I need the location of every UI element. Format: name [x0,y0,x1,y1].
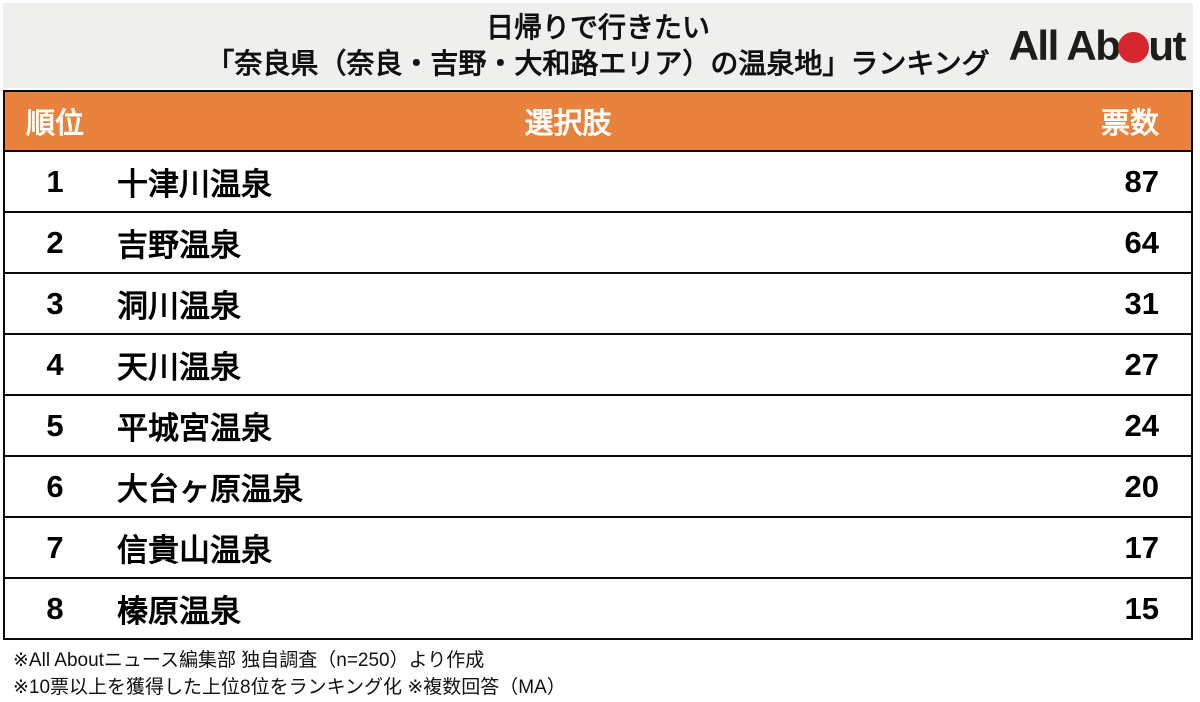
table-row: 6 大台ヶ原温泉 20 [5,457,1191,518]
rank-cell: 6 [46,468,64,504]
rank-cell: 4 [46,346,64,382]
rank-cell: 8 [46,590,64,626]
allabout-logo: All Ab ut [1008,21,1187,69]
onsen-name-cell: 吉野温泉 [117,228,241,263]
footer-note-2: ※10票以上を獲得した上位8位をランキング化 ※複数回答（MA） [13,677,566,698]
title-line2: 「奈良県（奈良・吉野・大和路エリア）の温泉地」ランキング [206,47,990,79]
votes-cell: 15 [1124,590,1159,626]
onsen-name-cell: 平城宮温泉 [117,411,272,446]
page-title: 日帰りで行きたい 「奈良県（奈良・吉野・大和路エリア）の温泉地」ランキング [206,10,989,82]
table-row: 5 平城宮温泉 24 [5,396,1191,457]
onsen-name-cell: 信貴山温泉 [117,533,272,568]
column-header-votes: 票数 [1100,108,1159,140]
votes-cell: 20 [1124,468,1159,504]
onsen-name-cell: 十津川温泉 [117,167,272,202]
column-header-choice: 選択肢 [524,108,612,140]
column-header-rank: 順位 [25,108,84,140]
table-row: 3 洞川温泉 31 [5,274,1191,335]
votes-cell: 27 [1124,346,1159,382]
rank-cell: 5 [46,407,64,443]
table-row: 1 十津川温泉 87 [5,152,1191,213]
rank-cell: 3 [46,285,64,321]
title-line1: 日帰りで行きたい [485,11,710,43]
table-row: 8 榛原温泉 15 [5,579,1191,640]
table-body: 1 十津川温泉 87 2 吉野温泉 64 3 洞川温泉 31 4 天川温泉 27 5 平城宮温泉 24 6 大台… [5,152,1191,640]
rank-cell: 1 [46,163,64,199]
ranking-table: 順位 選択肢 票数 1 十津川温泉 87 2 吉野温泉 64 3 洞川温泉 31 4 天川温泉 27 5… [3,90,1193,640]
onsen-name-cell: 洞川温泉 [117,289,241,324]
onsen-name-cell: 天川温泉 [117,350,241,385]
rank-cell: 7 [46,529,64,565]
logo-text-left: All Ab [1008,21,1121,69]
votes-cell: 31 [1124,285,1159,321]
votes-cell: 17 [1124,529,1159,565]
footer-notes: ※All Aboutニュース編集部 独自調査（n=250）より作成 ※10票以上… [3,640,1193,701]
table-header-row: 順位 選択肢 票数 [5,92,1191,152]
onsen-name-cell: 榛原温泉 [117,594,241,629]
votes-cell: 64 [1124,224,1159,260]
rank-cell: 2 [46,224,64,260]
votes-cell: 24 [1124,407,1159,443]
onsen-name-cell: 大台ヶ原温泉 [117,472,303,507]
header: 日帰りで行きたい 「奈良県（奈良・吉野・大和路エリア）の温泉地」ランキング Al… [3,3,1193,88]
table-row: 4 天川温泉 27 [5,335,1191,396]
footer-note-1: ※All Aboutニュース編集部 独自調査（n=250）より作成 [13,650,485,671]
table-row: 2 吉野温泉 64 [5,213,1191,274]
votes-cell: 87 [1124,163,1159,199]
logo-text-right: ut [1148,21,1186,69]
logo-red-dot-icon [1118,31,1150,63]
table-row: 7 信貴山温泉 17 [5,518,1191,579]
